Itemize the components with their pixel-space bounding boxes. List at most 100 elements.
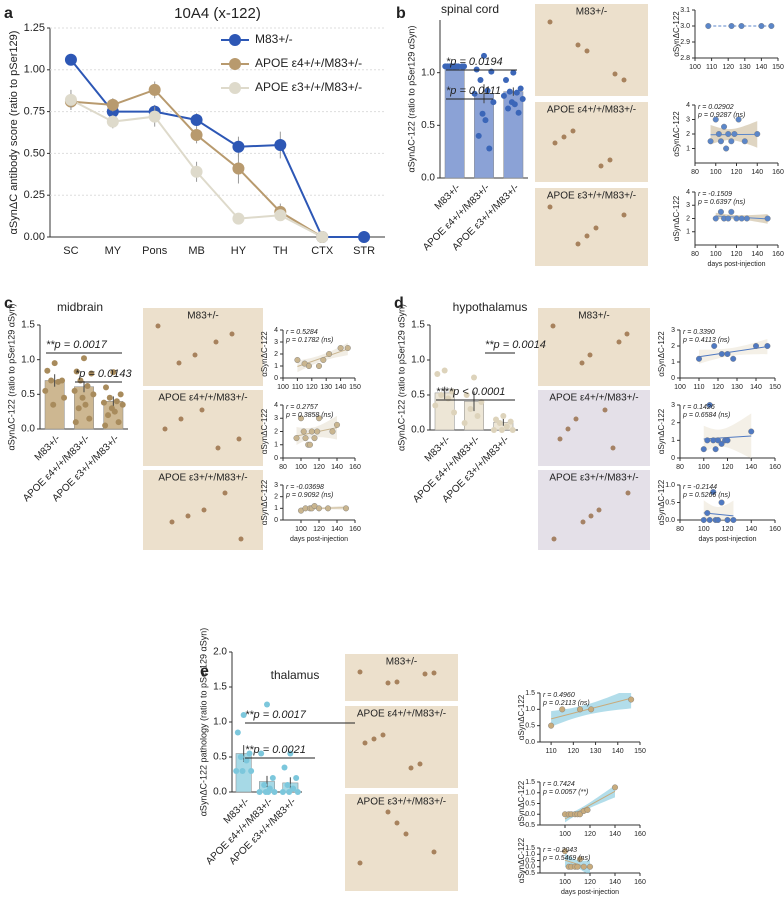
y-tick-label: 1 — [671, 359, 675, 366]
x-tick-label: 80 — [279, 464, 287, 471]
stained-cell — [593, 225, 599, 231]
y-tick-label: 3 — [274, 482, 278, 489]
data-point — [718, 440, 725, 447]
y-tick-label: 1.0 — [421, 67, 435, 78]
x-tick-label: 100 — [559, 879, 571, 886]
y-tick-label: 1 — [274, 442, 278, 449]
data-point — [707, 138, 714, 145]
stat-annotation: p = 0.0057 (**) — [542, 789, 588, 796]
y-tick-label: 0.5 — [525, 723, 535, 730]
data-point — [102, 422, 109, 429]
data-point — [471, 374, 477, 381]
data-point — [279, 789, 286, 795]
y-axis-label: αSynΔC-122 — [260, 331, 269, 377]
data-point — [768, 23, 775, 30]
data-point — [467, 406, 474, 412]
significance-label: **p = 0.0017 — [46, 339, 108, 351]
stained-cell — [362, 740, 368, 746]
stained-cell — [621, 212, 627, 218]
stained-cell — [602, 407, 608, 413]
data-point — [519, 96, 526, 102]
y-tick-label: 1.00 — [24, 64, 45, 76]
data-point — [490, 99, 497, 106]
data-point — [100, 399, 107, 406]
data-point — [741, 138, 748, 145]
data-point — [294, 357, 301, 364]
y-tick-label: 1.0 — [525, 851, 535, 858]
y-tick-label: 1.0 — [411, 355, 425, 366]
image-label: APOE ε4+/+/M83+/- — [547, 105, 636, 116]
point — [190, 129, 203, 142]
y-tick-label: -0.5 — [523, 870, 535, 877]
data-point — [311, 435, 318, 442]
stained-cell — [176, 360, 182, 366]
data-point — [717, 138, 724, 145]
data-point — [764, 215, 771, 222]
data-point — [261, 782, 268, 788]
data-point — [721, 123, 728, 130]
x-tick-label: CTX — [311, 245, 334, 257]
y-tick-label: 2 — [274, 494, 278, 501]
y-tick-label: 3.1 — [680, 7, 690, 14]
data-point — [432, 402, 439, 409]
stat-annotation: p = 0.6397 (ns) — [697, 199, 745, 206]
y-tick-label: 0 — [671, 455, 675, 462]
data-point — [696, 355, 703, 362]
y-tick-label: 0.5 — [421, 120, 435, 131]
data-point — [724, 437, 731, 444]
x-tick-label: 140 — [335, 384, 347, 391]
y-tick-label: 2.9 — [680, 39, 690, 46]
chart-title: 10A4 (x-122) — [174, 5, 261, 22]
data-point — [728, 23, 735, 30]
x-tick-label: 120 — [722, 526, 734, 533]
data-point — [441, 367, 448, 374]
y-tick-label: 0.5 — [411, 390, 425, 401]
data-point — [730, 355, 737, 362]
stained-cell — [178, 416, 184, 422]
stained-cell — [551, 536, 557, 542]
data-point — [548, 722, 555, 729]
data-point — [50, 401, 57, 408]
x-tick-label: 100 — [277, 384, 289, 391]
stained-cell — [385, 809, 391, 815]
data-point — [496, 420, 503, 426]
stained-cell — [408, 765, 414, 771]
x-tick-label: MY — [105, 245, 122, 257]
data-point — [119, 401, 126, 408]
point — [274, 139, 287, 152]
y-tick-label: 0.0 — [525, 739, 535, 746]
x-tick-label: 80 — [691, 251, 699, 258]
data-point — [72, 419, 79, 426]
y-tick-label: 0 — [274, 375, 278, 382]
stained-cell — [616, 339, 622, 345]
x-tick-label: 110 — [292, 384, 303, 391]
x-axis-label: days post-injection — [699, 536, 757, 543]
data-point — [477, 77, 484, 84]
data-point — [584, 806, 591, 813]
stained-cell — [431, 670, 437, 676]
y-tick-label: 0.25 — [24, 189, 45, 201]
bar — [444, 66, 465, 179]
data-point — [704, 437, 711, 444]
data-point — [724, 351, 731, 358]
data-point — [329, 428, 336, 435]
data-point — [475, 132, 482, 139]
legend-label: M83+/- — [255, 32, 293, 46]
data-point — [712, 446, 719, 453]
image-label: APOE ε3+/+/M83+/- — [547, 191, 636, 202]
point — [316, 231, 329, 243]
data-point — [479, 110, 486, 117]
data-point — [237, 754, 244, 760]
chart-title: midbrain — [57, 300, 103, 314]
x-tick-label: 160 — [634, 831, 646, 838]
data-point — [337, 345, 344, 352]
point — [64, 93, 77, 106]
data-point — [449, 388, 455, 395]
y-tick-label: 1 — [274, 505, 278, 512]
data-point — [628, 696, 635, 703]
image-label: M83+/- — [187, 311, 218, 322]
histology-image — [538, 390, 650, 466]
data-point — [474, 413, 481, 419]
data-point — [451, 409, 458, 416]
x-tick-label: 140 — [745, 526, 757, 533]
